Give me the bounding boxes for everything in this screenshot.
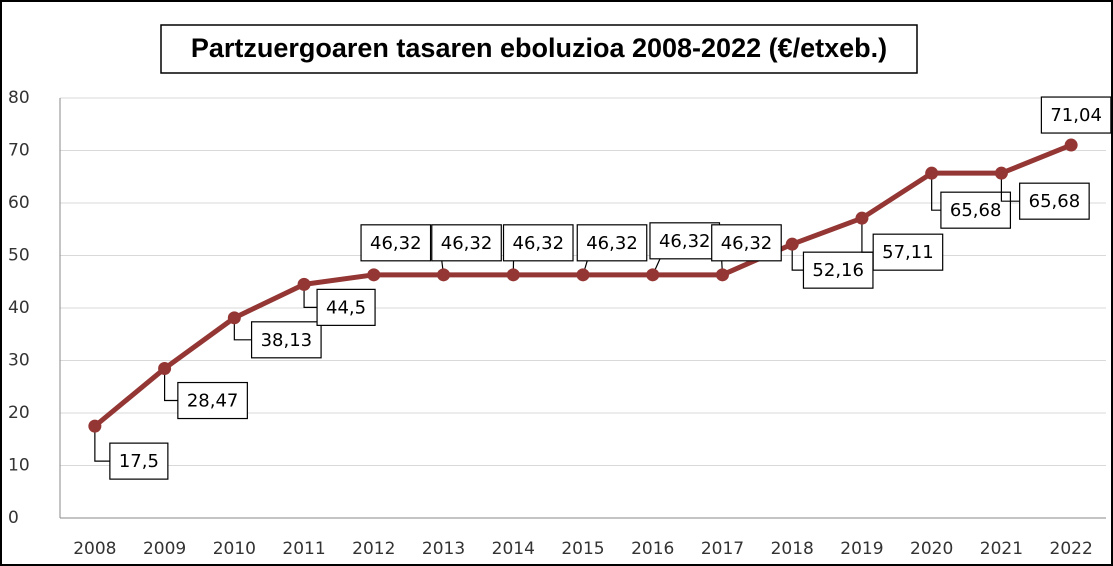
marker	[88, 419, 102, 433]
value-label: 46,32	[513, 233, 565, 254]
marker	[437, 268, 451, 282]
marker	[227, 311, 241, 325]
value-label: 52,16	[812, 260, 864, 281]
y-tick-label: 0	[8, 508, 19, 528]
label-box	[1019, 182, 1090, 220]
chart-title: Partzuergoaren tasaren eboluzioa 2008-20…	[191, 33, 887, 63]
x-tick-label: 2018	[771, 539, 814, 559]
x-tick-label: 2009	[143, 539, 186, 559]
y-tick-label: 50	[8, 246, 30, 266]
x-tick-label: 2008	[73, 539, 116, 559]
y-tick-label: 70	[8, 141, 30, 161]
x-tick-label: 2012	[352, 539, 395, 559]
x-tick-label: 2016	[631, 539, 674, 559]
marker	[367, 268, 381, 282]
marker	[855, 211, 869, 225]
title-box	[160, 24, 918, 74]
label-box	[360, 224, 432, 262]
leader-line	[1000, 173, 1020, 202]
marker	[576, 268, 590, 282]
value-label: 46,32	[586, 233, 638, 254]
label-box	[711, 224, 782, 262]
marker	[646, 268, 660, 282]
y-tick-label: 60	[8, 193, 30, 213]
marker	[297, 277, 311, 291]
marker	[715, 268, 729, 282]
label-box	[502, 224, 574, 262]
leader-line	[791, 244, 804, 271]
label-box	[940, 191, 1012, 229]
label-box	[649, 222, 721, 260]
x-tick-label: 2019	[840, 539, 883, 559]
y-tick-label: 40	[8, 298, 30, 318]
leader-line	[861, 218, 874, 253]
label-box	[872, 233, 944, 271]
label-box	[1040, 96, 1112, 134]
value-label: 46,32	[441, 233, 493, 254]
value-label: 65,68	[1029, 191, 1081, 212]
value-label: 46,32	[659, 231, 711, 252]
label-box	[109, 442, 169, 480]
label-box	[802, 251, 874, 289]
value-label: 65,68	[950, 200, 1002, 221]
marker	[994, 166, 1008, 180]
x-tick-label: 2022	[1050, 539, 1093, 559]
value-label: 28,47	[187, 391, 239, 412]
marker	[506, 268, 520, 282]
label-box	[316, 288, 376, 326]
y-tick-label: 20	[8, 403, 30, 423]
y-tick-label: 80	[8, 88, 30, 108]
value-label: 44,5	[326, 297, 366, 318]
leader-line	[164, 368, 178, 402]
y-tick-label: 10	[8, 456, 30, 476]
x-tick-label: 2021	[980, 539, 1023, 559]
label-box	[177, 381, 248, 420]
marker	[925, 166, 939, 180]
x-tick-label: 2013	[422, 539, 465, 559]
value-label: 71,04	[1050, 105, 1102, 126]
value-label: 38,13	[261, 330, 313, 351]
value-label: 46,32	[370, 233, 422, 254]
leader-line	[94, 426, 110, 462]
label-box	[576, 224, 648, 262]
label-box	[250, 321, 322, 359]
x-tick-label: 2020	[910, 539, 953, 559]
value-label: 57,11	[882, 242, 934, 263]
value-label: 46,32	[721, 233, 773, 254]
y-tick-label: 30	[8, 351, 30, 371]
x-tick-label: 2010	[213, 539, 256, 559]
x-tick-label: 2017	[701, 539, 744, 559]
x-tick-label: 2014	[492, 539, 535, 559]
label-box	[431, 224, 502, 262]
leader-line	[233, 317, 252, 341]
marker	[158, 362, 172, 376]
marker	[785, 237, 799, 251]
x-tick-label: 2015	[561, 539, 604, 559]
marker	[1064, 138, 1078, 152]
value-label: 17,5	[119, 451, 159, 472]
leader-line	[931, 173, 941, 211]
x-tick-label: 2011	[282, 539, 325, 559]
leader-line	[303, 284, 318, 308]
